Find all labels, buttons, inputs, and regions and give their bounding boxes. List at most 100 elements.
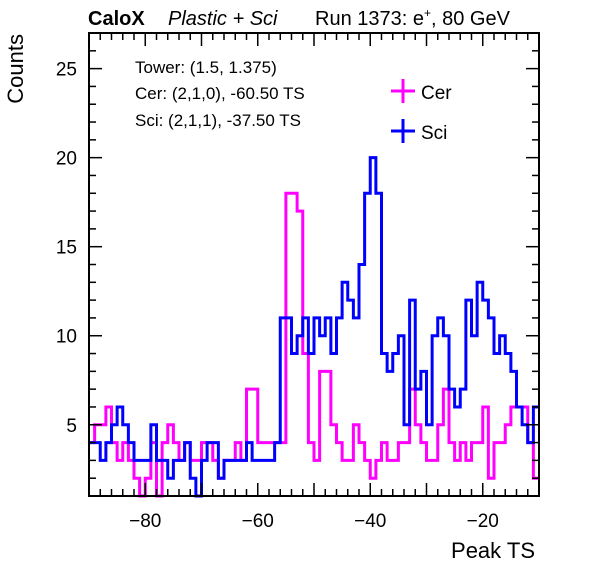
bin-sci: [100, 460, 106, 496]
bin-sci: [213, 443, 219, 496]
bin-sci: [415, 389, 421, 496]
bin-sci: [517, 407, 523, 496]
bin-sci: [432, 336, 438, 496]
bin-sci: [145, 460, 151, 496]
bin-sci: [292, 354, 298, 496]
bin-sci: [398, 336, 404, 496]
bin-sci: [500, 336, 506, 496]
y-tick-label: 25: [56, 60, 77, 81]
x-tick-label: −40: [354, 511, 386, 532]
chart-brand: CaloX: [88, 8, 145, 30]
bin-sci: [376, 193, 382, 496]
bin-sci: [275, 443, 281, 496]
bin-sci: [359, 265, 365, 497]
histogram-sci: [89, 156, 539, 498]
bin-sci: [303, 318, 309, 496]
run-tail: , 80 GeV: [431, 8, 511, 30]
bin-sci: [258, 460, 264, 496]
y-axis-title: Counts: [3, 34, 28, 104]
bin-sci: [247, 443, 253, 496]
chart-subtitle: Plastic + Sci: [168, 8, 278, 30]
bin-sci: [235, 460, 241, 496]
bin-sci: [157, 460, 163, 496]
bin-sci: [280, 318, 286, 496]
bin-sci: [382, 354, 388, 496]
bin-sci: [477, 282, 483, 496]
bin-sci: [134, 460, 140, 496]
bin-sci: [308, 354, 314, 496]
bin-sci: [483, 300, 489, 496]
run-text: Run 1373: e: [315, 8, 424, 30]
bin-sci: [168, 478, 174, 496]
bin-sci: [297, 336, 303, 496]
bin-sci: [269, 460, 275, 496]
bin-sci: [387, 371, 393, 496]
bin-sci: [365, 193, 371, 496]
bin-sci: [173, 460, 179, 496]
bin-sci: [185, 443, 191, 496]
info-sci: Sci: (2,1,1), -37.50 TS: [135, 111, 301, 130]
bin-sci: [438, 318, 444, 496]
bin-sci: [342, 282, 348, 496]
y-tick-label: 20: [56, 149, 77, 170]
bin-sci: [207, 443, 213, 496]
legend-label-sci: Sci: [421, 123, 447, 144]
bin-sci: [421, 371, 427, 496]
bin-sci: [511, 371, 517, 496]
x-tick-label: −60: [242, 511, 274, 532]
bin-sci: [449, 389, 455, 496]
bin-sci: [410, 300, 416, 496]
x-tick-label: −20: [467, 511, 499, 532]
bin-sci: [494, 354, 500, 496]
x-tick-label: −80: [129, 511, 161, 532]
bin-sci: [443, 336, 449, 496]
info-tower: Tower: (1.5, 1.375): [135, 58, 277, 77]
bin-sci: [353, 318, 359, 496]
bin-sci: [331, 354, 337, 496]
axes-layer: −80 −60 −40 −20 5 10 15 20 25: [56, 32, 540, 532]
bin-sci: [95, 443, 101, 496]
info-cer: Cer: (2,1,0), -60.50 TS: [135, 84, 305, 103]
bin-sci: [224, 460, 230, 496]
bin-sci: [202, 460, 208, 496]
bin-sci: [472, 336, 478, 496]
bin-sci: [140, 460, 146, 496]
bin-sci: [427, 425, 433, 496]
bin-sci: [337, 318, 343, 496]
legend-label-cer: Cer: [421, 83, 452, 104]
run-sup: +: [424, 6, 431, 20]
y-tick-label: 5: [66, 416, 77, 437]
bin-sci: [528, 443, 534, 496]
bin-sci: [348, 300, 354, 496]
bin-sci: [404, 425, 410, 496]
chart-run-label: Run 1373: e+, 80 GeV: [315, 6, 511, 30]
bin-sci: [286, 318, 292, 496]
bin-sci: [393, 354, 399, 496]
bin-sci: [488, 318, 494, 496]
bin-sci: [466, 300, 472, 496]
bin-sci: [190, 478, 196, 496]
bin-sci: [320, 336, 326, 496]
bin-sci: [252, 460, 258, 496]
bin-sci: [151, 425, 157, 496]
x-axis-title: Peak TS: [451, 538, 535, 563]
y-tick-label: 15: [56, 238, 77, 259]
bin-sci: [123, 425, 129, 496]
bin-sci: [522, 425, 528, 496]
series-sci: [89, 156, 539, 498]
bin-sci: [230, 460, 236, 496]
bin-sci: [325, 318, 331, 496]
bin-sci: [218, 478, 224, 496]
bin-sci: [117, 407, 123, 496]
bin-sci: [179, 460, 185, 496]
bin-sci: [162, 460, 168, 496]
bin-sci: [370, 158, 376, 496]
bin-sci: [263, 460, 269, 496]
y-tick-label: 10: [56, 327, 77, 348]
bin-sci: [314, 318, 320, 496]
bin-sci: [241, 460, 247, 496]
bin-sci: [505, 354, 511, 496]
bin-sci: [128, 443, 134, 496]
series-layer: [89, 156, 539, 498]
